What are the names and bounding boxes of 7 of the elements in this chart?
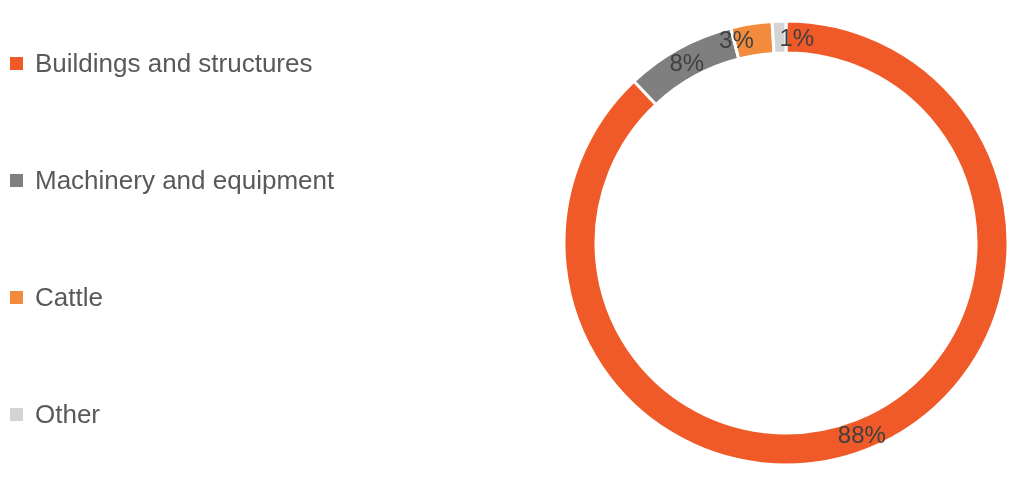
donut-slice (562, 19, 1010, 467)
legend-label: Other (35, 398, 101, 430)
data-label: 88% (837, 421, 886, 449)
data-label: 8% (669, 48, 705, 76)
legend-label: Cattle (35, 281, 103, 313)
legend-label: Buildings and structures (35, 47, 313, 79)
legend-label: Machinery and equipment (35, 164, 335, 196)
